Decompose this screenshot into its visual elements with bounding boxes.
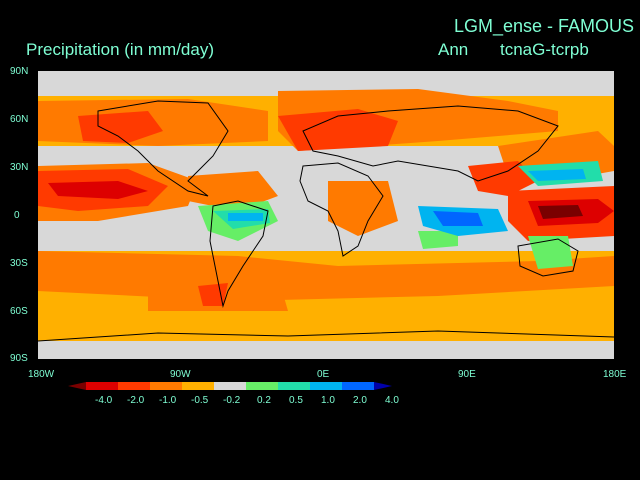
lat-label-60s: 60S	[10, 306, 28, 317]
colorbar-segment	[182, 382, 214, 390]
colorbar-segment	[214, 382, 246, 390]
coastline-eurasia	[302, 105, 559, 182]
lon-label-90w: 90W	[170, 369, 191, 380]
colorbar-label: -2.0	[127, 395, 145, 406]
period-label: Ann	[438, 40, 469, 59]
coastline-africa	[299, 162, 384, 257]
variable-title: Precipitation (in mm/day)	[26, 40, 215, 59]
lat-label-90s: 90S	[10, 353, 28, 364]
lat-label-90n: 90N	[10, 66, 29, 77]
colorbar-label: -0.2	[223, 395, 241, 406]
colorbar-label: -4.0	[95, 395, 113, 406]
colorbar-arrow-low	[68, 382, 86, 390]
colorbar-label: 4.0	[385, 395, 399, 406]
lon-label-0e: 0E	[317, 369, 330, 380]
coastline-south-america	[209, 200, 269, 308]
lon-label-180w: 180W	[28, 369, 55, 380]
colorbar-segment	[150, 382, 182, 390]
colorbar-label: -1.0	[159, 395, 177, 406]
experiment-label: tcnaG-tcrpb	[500, 40, 589, 59]
colorbar-label: 0.5	[289, 395, 303, 406]
colorbar-segment	[246, 382, 278, 390]
precipitation-map	[38, 71, 614, 359]
colorbar-label: 1.0	[321, 395, 335, 406]
coastlines	[38, 100, 614, 342]
colorbar-segment	[342, 382, 374, 390]
colorbar-label: -0.5	[191, 395, 209, 406]
lon-label-90e: 90E	[458, 369, 476, 380]
colorbar-segment	[310, 382, 342, 390]
anomaly-positive-max	[433, 211, 483, 226]
colorbar-segment	[118, 382, 150, 390]
colorbar-segment	[278, 382, 310, 390]
coastline-antarctica	[38, 330, 614, 342]
lat-label-60n: 60N	[10, 114, 29, 125]
lon-label-180e: 180E	[603, 369, 627, 380]
colorbar-label: 2.0	[353, 395, 367, 406]
colorbar	[68, 382, 392, 390]
coastline-australia	[517, 238, 579, 277]
plot-title: LGM_ense - FAMOUS	[454, 16, 635, 36]
lat-label-eq: 0	[14, 210, 20, 221]
lat-label-30s: 30S	[10, 258, 28, 269]
colorbar-label: 0.2	[257, 395, 271, 406]
colorbar-arrow-high	[374, 382, 392, 390]
anomaly-negative-max	[538, 205, 583, 219]
colorbar-segment	[86, 382, 118, 390]
coastline-north-america	[97, 100, 229, 197]
lat-label-30n: 30N	[10, 162, 29, 173]
